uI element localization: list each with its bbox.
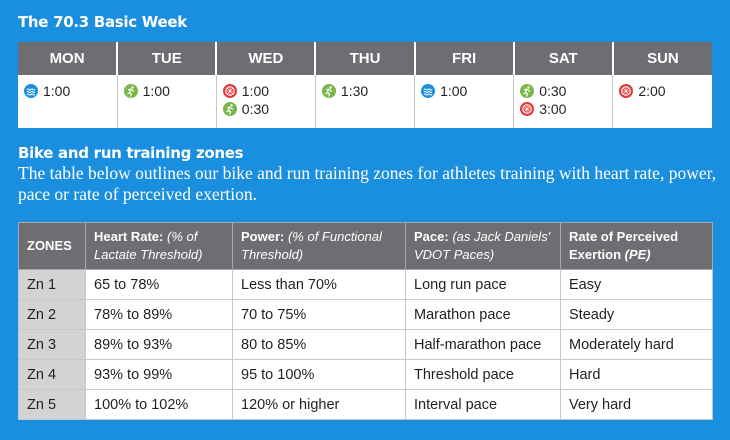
session: 1:00 — [222, 82, 315, 100]
day-label: FRI — [413, 42, 514, 75]
table-cell: 70 to 75% — [232, 299, 406, 330]
header-title: Power: — [241, 229, 285, 244]
header-cell: Rate of Perceived Exertion (PE) — [560, 222, 713, 270]
table-cell: 80 to 85% — [232, 329, 406, 360]
header-note: (as Jack Daniels' VDOT Paces) — [414, 229, 551, 262]
run-icon — [222, 102, 237, 116]
day-label: SAT — [512, 42, 613, 75]
session-time: 2:00 — [638, 83, 666, 99]
zone-cell: Zn 5 — [18, 389, 86, 420]
session-time: 3:00 — [539, 101, 567, 117]
header-note: (PE) — [624, 247, 651, 262]
table-cell: Steady — [560, 299, 713, 330]
run-icon — [520, 84, 535, 98]
zones-table: ZONES Heart Rate: (% of Lactate Threshol… — [18, 222, 713, 420]
table-cell: Threshold pace — [405, 359, 561, 390]
table-cell: Hard — [560, 359, 713, 390]
day-cell: 0:30 3:00 — [513, 75, 613, 128]
table-cell: 95 to 100% — [232, 359, 406, 390]
day-cell: 2:00 — [612, 75, 712, 128]
session-time: 0:30 — [539, 83, 567, 99]
table-row: Zn 3 89% to 93% 80 to 85% Half-marathon pac… — [18, 329, 713, 360]
table-row: Zn 4 93% to 99% 95 to 100% Threshold pace Ha… — [18, 359, 713, 390]
table-cell: 100% to 102% — [85, 389, 233, 420]
session: 1:00 — [421, 82, 513, 100]
table-cell: Marathon pace — [405, 299, 561, 330]
table-cell: 120% or higher — [232, 389, 406, 420]
run-icon — [321, 84, 336, 98]
session-time: 1:00 — [440, 83, 468, 99]
table-row: Zn 2 78% to 89% 70 to 75% Marathon pace Stea… — [18, 299, 713, 330]
header-title: Heart Rate: — [94, 229, 164, 244]
bike-icon — [222, 84, 237, 98]
day-cell: 1:00 0:30 — [215, 75, 316, 128]
session-time: 1:00 — [43, 83, 71, 99]
table-cell: Moderately hard — [560, 329, 713, 360]
bike-icon — [520, 102, 535, 116]
description: The table below outlines our bike and ru… — [18, 163, 717, 204]
section-heading: Bike and run training zones — [18, 144, 244, 162]
run-icon — [123, 84, 138, 98]
header-note: (% of Functional Threshold) — [241, 229, 382, 262]
header-title: Rate of Perceived Exertion — [569, 229, 679, 262]
session-time: 0:30 — [241, 101, 270, 117]
table-cell: Long run pace — [405, 269, 561, 300]
weekly-schedule: MON TUE WED THU FRI SAT SUN 1:00 1:00 1:00 0:30 1:… — [18, 42, 712, 128]
session-time: 1:30 — [340, 83, 369, 99]
swim-icon — [421, 84, 436, 98]
day-label: MON — [18, 42, 118, 75]
table-cell: Less than 70% — [232, 269, 406, 300]
header-cell: Heart Rate: (% of Lactate Threshold) — [85, 222, 233, 270]
table-cell: Half-marathon pace — [405, 329, 561, 360]
day-cell: 1:30 — [314, 75, 415, 128]
header-note: (% of Lactate Threshold) — [94, 229, 203, 262]
session: 1:00 — [24, 82, 117, 100]
header-row: ZONES Heart Rate: (% of Lactate Threshol… — [18, 222, 713, 270]
zone-cell: Zn 1 — [18, 269, 86, 300]
day-cell: 1:00 — [18, 75, 118, 128]
header-title: Pace: — [414, 229, 449, 244]
session: 1:00 — [123, 82, 216, 100]
day-label: WED — [215, 42, 316, 75]
table-row: Zn 1 65 to 78% Less than 70% Long run pace E… — [18, 269, 713, 300]
table-cell: Easy — [560, 269, 713, 300]
table-cell: Very hard — [560, 389, 713, 420]
table-cell: Interval pace — [405, 389, 561, 420]
title: The 70.3 Basic Week — [18, 13, 187, 31]
table-row: Zn 5 100% to 102% 120% or higher Interval p… — [18, 389, 713, 420]
table-cell: 93% to 99% — [85, 359, 233, 390]
swim-icon — [24, 84, 38, 98]
header-cell: ZONES — [18, 222, 86, 270]
table-cell: 89% to 93% — [85, 329, 233, 360]
table-cell: 78% to 89% — [85, 299, 233, 330]
day-label: SUN — [611, 42, 712, 75]
session: 2:00 — [619, 82, 712, 100]
header-title: ZONES — [27, 238, 72, 253]
zone-cell: Zn 2 — [18, 299, 86, 330]
session-time: 1:00 — [241, 83, 270, 99]
table-cell: 65 to 78% — [85, 269, 233, 300]
zone-cell: Zn 3 — [18, 329, 86, 360]
day-label: THU — [314, 42, 415, 75]
session: 3:00 — [520, 100, 612, 118]
day-label: TUE — [116, 42, 217, 75]
zone-cell: Zn 4 — [18, 359, 86, 390]
day-cell: 1:00 — [414, 75, 514, 128]
session: 0:30 — [222, 100, 315, 118]
day-cell: 1:00 — [116, 75, 217, 128]
session: 1:30 — [321, 82, 414, 100]
session: 0:30 — [520, 82, 612, 100]
bike-icon — [619, 84, 634, 98]
header-cell: Power: (% of Functional Threshold) — [232, 222, 406, 270]
header-cell: Pace: (as Jack Daniels' VDOT Paces) — [405, 222, 561, 270]
session-time: 1:00 — [142, 83, 170, 99]
